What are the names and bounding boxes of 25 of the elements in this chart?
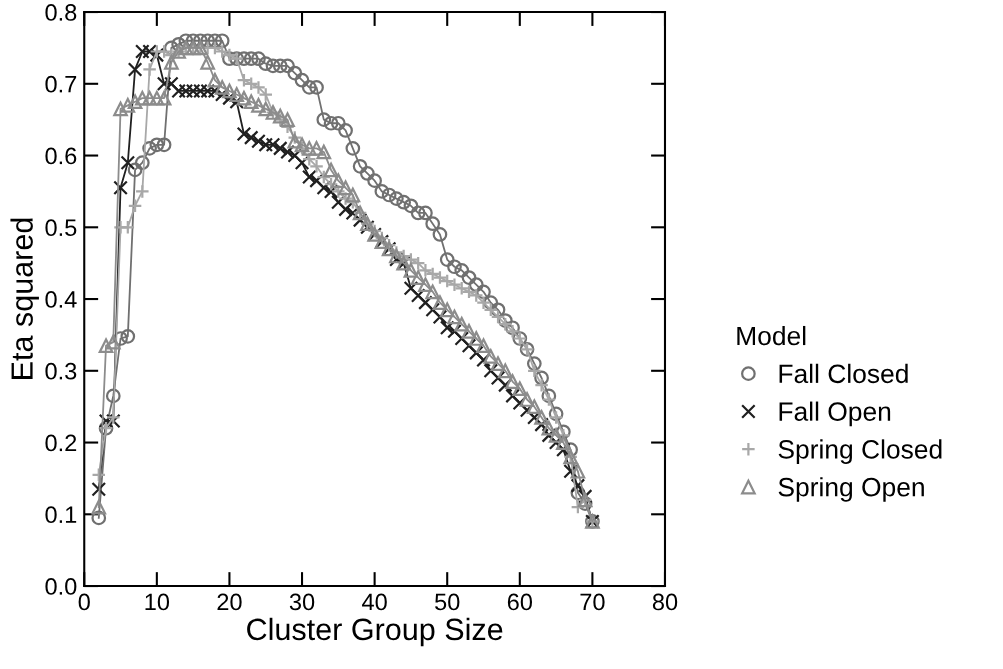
x-axis-title: Cluster Group Size [247, 617, 503, 647]
y-tick-label: 0.0 [45, 578, 77, 595]
x-tick-label: 0 [78, 593, 90, 611]
x-tick-label: 40 [362, 593, 387, 611]
x-tick-label: 70 [580, 593, 605, 611]
y-tick-label: 0.5 [45, 219, 77, 237]
legend-label: Spring Closed [778, 439, 942, 464]
x-tick-label: 80 [652, 593, 678, 611]
y-tick-label: 0.2 [45, 434, 77, 452]
legend-label: Fall Closed [779, 363, 908, 384]
y-tick-label: 0.8 [45, 4, 77, 21]
legend-label: Fall Open [779, 401, 891, 427]
y-tick-label: 0.1 [45, 506, 77, 524]
x-tick-label: 60 [507, 593, 533, 611]
y-tick-label: 0.6 [45, 147, 77, 165]
y-axis-title: Eta squared [10, 218, 39, 379]
x-tick-label: 30 [289, 593, 315, 611]
x-tick-label: 10 [145, 593, 170, 611]
legend-title: Model [737, 325, 806, 346]
y-tick-label: 0.7 [45, 75, 77, 93]
x-tick-label: 20 [217, 593, 242, 611]
y-tick-label: 0.3 [45, 362, 77, 380]
x-tick-label: 50 [435, 593, 460, 611]
y-tick-label: 0.4 [45, 291, 77, 308]
legend-label: Spring Open [778, 477, 924, 502]
